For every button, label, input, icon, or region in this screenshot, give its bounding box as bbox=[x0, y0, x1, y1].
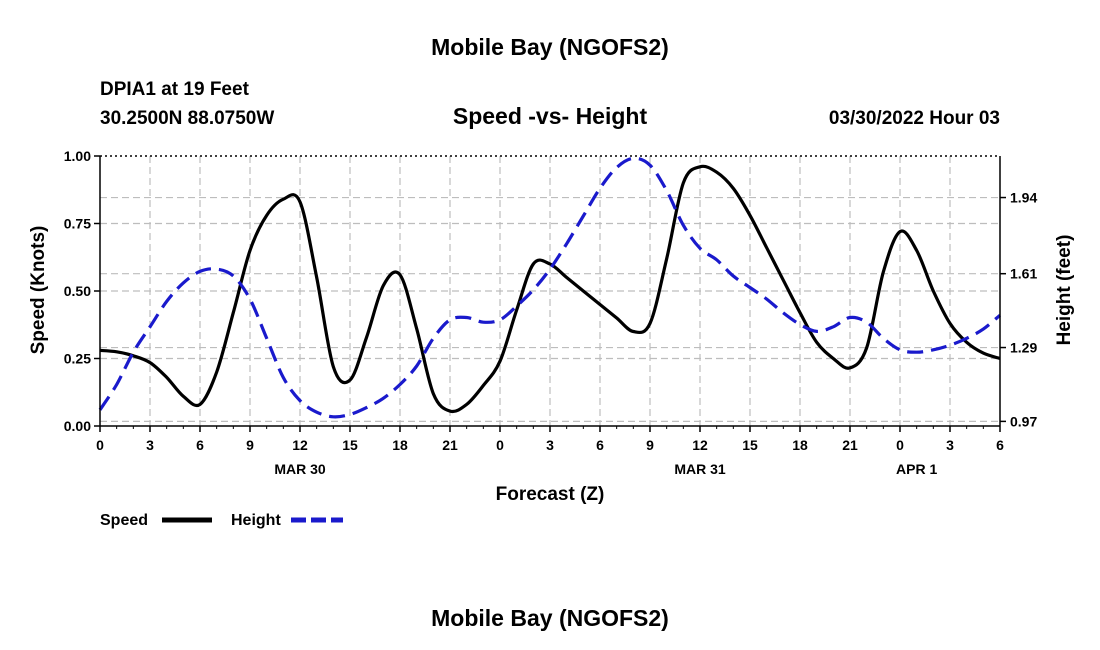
legend: Speed Height bbox=[100, 512, 343, 529]
legend-speed-label: Speed bbox=[100, 512, 148, 529]
x-tick-label: 0 bbox=[96, 437, 104, 453]
station-coords: 30.2500N 88.0750W bbox=[100, 108, 274, 129]
axes bbox=[94, 155, 1006, 432]
chart-title: Speed -vs- Height bbox=[453, 103, 648, 129]
x-tick-label: 12 bbox=[692, 437, 708, 453]
y2-tick-label: 1.94 bbox=[1010, 190, 1037, 206]
page-title: Mobile Bay (NGOFS2) bbox=[431, 34, 669, 60]
y2-tick-label: 1.61 bbox=[1010, 266, 1037, 282]
y-tick-label: 0.75 bbox=[64, 216, 91, 232]
series-line-speed bbox=[99, 164, 1001, 414]
y-tick-label: 0.00 bbox=[64, 418, 91, 434]
day-label: MAR 31 bbox=[674, 461, 726, 477]
x-tick-label: 15 bbox=[742, 437, 758, 453]
x-tick-label: 21 bbox=[842, 437, 858, 453]
y2-tick-label: 1.29 bbox=[1010, 340, 1037, 356]
footer-title: Mobile Bay (NGOFS2) bbox=[431, 605, 669, 631]
x-tick-label: 6 bbox=[596, 437, 604, 453]
x-tick-label: 9 bbox=[646, 437, 654, 453]
y2-axis-label: Height (feet) bbox=[1054, 235, 1075, 346]
day-label: MAR 30 bbox=[274, 461, 326, 477]
forecast-datetime: 03/30/2022 Hour 03 bbox=[829, 108, 1000, 129]
plot-area bbox=[98, 156, 1002, 419]
x-tick-label: 9 bbox=[246, 437, 254, 453]
station-label: DPIA1 at 19 Feet bbox=[100, 79, 250, 100]
legend-height-label: Height bbox=[231, 512, 281, 529]
x-tick-label: 3 bbox=[546, 437, 554, 453]
y-tick-label: 1.00 bbox=[64, 148, 91, 164]
series-line-height bbox=[98, 156, 1002, 419]
day-label: APR 1 bbox=[896, 461, 937, 477]
x-tick-label: 15 bbox=[342, 437, 358, 453]
x-tick-label: 6 bbox=[196, 437, 204, 453]
y2-tick-label: 0.97 bbox=[1010, 413, 1037, 429]
x-tick-label: 6 bbox=[996, 437, 1004, 453]
y-tick-label: 0.50 bbox=[64, 283, 91, 299]
x-tick-label: 0 bbox=[896, 437, 904, 453]
x-tick-label: 0 bbox=[496, 437, 504, 453]
x-tick-label: 21 bbox=[442, 437, 458, 453]
grid-lines bbox=[100, 156, 1000, 426]
tick-labels: 0 3 6 9 12 15 18 21 0 3 6 9 12 15 18 21 0 3 6 MAR 30 MAR 31 A… bbox=[64, 148, 1038, 477]
x-tick-label: 18 bbox=[792, 437, 808, 453]
x-tick-label: 3 bbox=[146, 437, 154, 453]
x-tick-label: 18 bbox=[392, 437, 408, 453]
y-axis-label: Speed (Knots) bbox=[28, 226, 49, 355]
y-tick-label: 0.25 bbox=[64, 351, 91, 367]
x-tick-label: 12 bbox=[292, 437, 308, 453]
x-tick-label: 3 bbox=[946, 437, 954, 453]
x-axis-label: Forecast (Z) bbox=[496, 484, 605, 505]
